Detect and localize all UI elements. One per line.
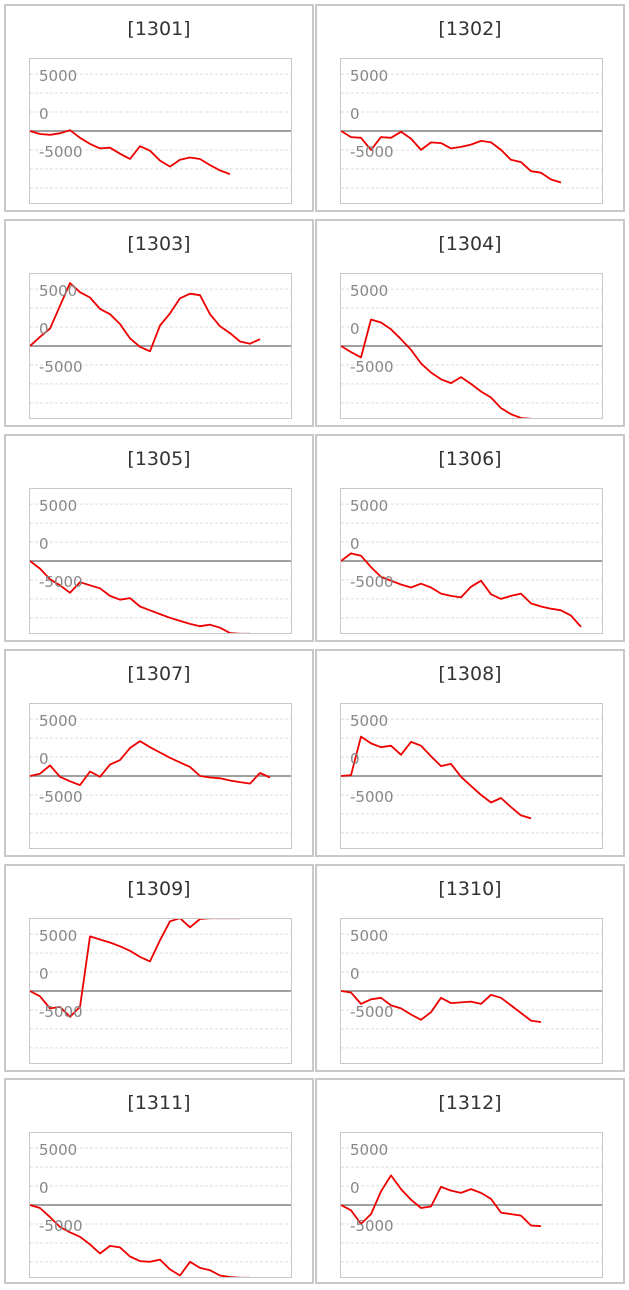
chart-title: [1310] <box>438 878 502 900</box>
line-chart-svg <box>341 288 602 418</box>
series-line <box>30 560 250 633</box>
chart-panel: [1301] 5000 0 -5000 <box>4 4 314 212</box>
y-tick-label: -5000 <box>39 1002 83 1021</box>
series-line <box>341 1174 542 1228</box>
line-chart-svg <box>30 503 291 633</box>
y-tick-label: 0 <box>350 965 360 983</box>
y-tick-label: 5000 <box>350 282 389 301</box>
y-tick-label: -5000 <box>350 1002 394 1021</box>
series-line <box>341 990 542 1023</box>
y-tick-label: 0 <box>350 535 360 553</box>
plot-area: 5000 0 -5000 <box>29 488 292 634</box>
y-tick-label: 5000 <box>350 1141 389 1160</box>
y-tick-label: 5000 <box>350 712 389 731</box>
plot-area: 5000 0 -5000 <box>340 1132 603 1278</box>
chart-title: [1311] <box>127 1092 191 1114</box>
chart-title: [1304] <box>438 233 502 255</box>
y-tick-label: 5000 <box>350 67 389 86</box>
line-chart-svg <box>30 919 291 1049</box>
chart-panel: [1312] 5000 0 -5000 <box>315 1078 625 1284</box>
line-chart-svg <box>30 73 291 189</box>
chart-panel: [1308] 5000 0 -5000 <box>315 649 625 857</box>
y-tick-label: 5000 <box>39 927 78 946</box>
line-chart-svg <box>30 1147 291 1277</box>
plot-area: 5000 0 -5000 <box>29 1132 292 1278</box>
plot-area: 5000 0 -5000 <box>340 918 603 1064</box>
series-line <box>341 318 532 418</box>
y-tick-label: 0 <box>350 320 360 338</box>
plot-area: 5000 0 -5000 <box>340 703 603 849</box>
chart-title: [1308] <box>438 663 502 685</box>
y-tick-label: -5000 <box>350 572 394 591</box>
y-tick-label: -5000 <box>350 357 394 376</box>
y-tick-label: 5000 <box>39 497 78 516</box>
chart-title: [1309] <box>127 878 191 900</box>
y-tick-label: 0 <box>39 105 49 123</box>
y-tick-label: 0 <box>350 1179 360 1197</box>
y-tick-label: -5000 <box>350 787 394 806</box>
chart-panel: [1304] 5000 0 -5000 <box>315 219 625 427</box>
chart-title: [1301] <box>127 18 191 40</box>
plot-area: 5000 0 -5000 <box>340 488 603 634</box>
series-line <box>30 129 231 176</box>
series-line <box>30 740 271 786</box>
y-tick-label: -5000 <box>39 787 83 806</box>
chart-panel: [1309] 5000 0 -5000 <box>4 864 314 1072</box>
line-chart-svg <box>341 503 602 628</box>
plot-area: 5000 0 -5000 <box>29 703 292 849</box>
chart-title: [1312] <box>438 1092 502 1114</box>
line-chart-svg <box>30 282 291 404</box>
y-tick-label: 0 <box>39 535 49 553</box>
line-chart-svg <box>341 1147 602 1263</box>
series-line <box>341 735 532 820</box>
chart-title: [1302] <box>438 18 502 40</box>
y-tick-label: 0 <box>350 750 360 768</box>
plot-area: 5000 0 -5000 <box>29 58 292 204</box>
y-tick-label: 5000 <box>39 712 78 731</box>
chart-panel: [1302] 5000 0 -5000 <box>315 4 625 212</box>
plot-area: 5000 0 -5000 <box>29 918 292 1064</box>
y-tick-label: -5000 <box>39 572 83 591</box>
y-tick-label: -5000 <box>39 1216 83 1235</box>
y-tick-label: 5000 <box>350 927 389 946</box>
chart-panel: [1305] 5000 0 -5000 <box>4 434 314 642</box>
chart-panel: [1303] 5000 0 -5000 <box>4 219 314 427</box>
y-tick-label: 5000 <box>39 282 78 301</box>
line-chart-svg <box>341 933 602 1049</box>
series-line <box>341 552 582 628</box>
series-line <box>30 282 261 353</box>
chart-panel: [1307] 5000 0 -5000 <box>4 649 314 857</box>
chart-title: [1307] <box>127 663 191 685</box>
line-chart-svg <box>30 718 291 834</box>
y-tick-label: 5000 <box>39 67 78 86</box>
y-tick-label: 5000 <box>39 1141 78 1160</box>
chart-title: [1306] <box>438 448 502 470</box>
y-tick-label: -5000 <box>39 357 83 376</box>
series-line <box>341 130 562 184</box>
series-line <box>30 919 240 1018</box>
y-tick-label: 0 <box>350 105 360 123</box>
chart-title: [1303] <box>127 233 191 255</box>
y-tick-label: -5000 <box>39 142 83 161</box>
plot-area: 5000 0 -5000 <box>340 58 603 204</box>
y-tick-label: 0 <box>39 750 49 768</box>
series-line <box>30 1204 250 1277</box>
plot-area: 5000 0 -5000 <box>29 273 292 419</box>
chart-panel: [1311] 5000 0 -5000 <box>4 1078 314 1284</box>
y-tick-label: 0 <box>39 320 49 338</box>
chart-panel: [1310] 5000 0 -5000 <box>315 864 625 1072</box>
y-tick-label: 0 <box>39 1179 49 1197</box>
chart-panel: [1306] 5000 0 -5000 <box>315 434 625 642</box>
line-chart-svg <box>341 73 602 189</box>
line-chart-svg <box>341 718 602 834</box>
plot-area: 5000 0 -5000 <box>340 273 603 419</box>
y-tick-label: 5000 <box>350 497 389 516</box>
y-tick-label: 0 <box>39 965 49 983</box>
y-tick-label: -5000 <box>350 1216 394 1235</box>
y-tick-label: -5000 <box>350 142 394 161</box>
chart-title: [1305] <box>127 448 191 470</box>
